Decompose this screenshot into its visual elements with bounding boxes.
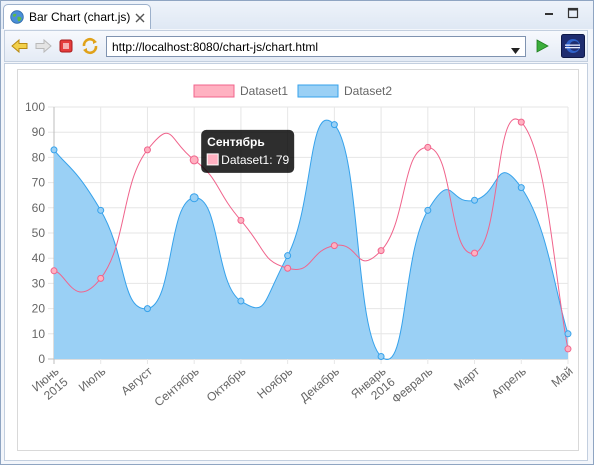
x-tick-label: Июль (76, 364, 108, 394)
y-tick-label: 40 (32, 251, 46, 265)
dataset1-point (424, 143, 432, 151)
dataset1-point (284, 264, 292, 272)
close-icon[interactable] (135, 12, 145, 26)
y-tick-label: 60 (32, 201, 46, 215)
tooltip-value: Dataset1: 79 (221, 153, 289, 167)
dataset2-area (54, 120, 568, 360)
browser-tab[interactable]: Bar Chart (chart.js) (3, 4, 151, 29)
y-tick-label: 90 (32, 125, 46, 139)
dataset2-point (517, 184, 525, 192)
y-tick-label: 70 (32, 176, 46, 190)
x-tick-label-line: Октябрь (204, 364, 249, 405)
y-tick-label: 10 (32, 327, 46, 341)
x-tick-label: Август (118, 364, 155, 398)
dataset2-point (143, 305, 151, 313)
dataset1-line (53, 118, 569, 350)
y-tick-label: 80 (32, 150, 46, 164)
eclipse-browser-icon[interactable] (561, 34, 585, 61)
dataset1-point (97, 274, 105, 282)
url-input[interactable]: http://localhost:8080/chart-js/chart.htm… (106, 36, 526, 57)
dataset1-point (330, 242, 338, 250)
page-content: 0 10 20 30 40 50 60 70 80 90 100 Июнь 2015 Июль Август… (4, 63, 588, 461)
x-tick-label: Март (451, 364, 482, 394)
x-tick-label-line: Март (451, 364, 482, 394)
x-tick-label-line: Август (118, 364, 155, 398)
dataset1-point (189, 155, 199, 165)
chevron-down-icon[interactable] (511, 43, 520, 57)
x-tick-label: Ноябрь (254, 364, 295, 401)
y-tick-label: 50 (32, 226, 46, 240)
legend-item: Dataset2 (297, 84, 392, 98)
forward-arrow-icon[interactable] (34, 38, 52, 57)
dataset2-point (97, 206, 105, 214)
refresh-icon[interactable] (81, 37, 99, 58)
dataset2-point (377, 352, 385, 360)
y-tick-label: 30 (32, 276, 46, 290)
legend-label: Dataset2 (344, 84, 392, 98)
dataset2-point (284, 252, 292, 260)
y-tick-label: 0 (38, 352, 45, 366)
dataset1-point (377, 247, 385, 255)
y-tick-label: 20 (32, 302, 46, 316)
x-tick-label: Декабрь (297, 364, 342, 405)
tooltip-swatch (206, 153, 219, 166)
dataset2-point (330, 121, 338, 129)
dataset2-point (50, 146, 58, 154)
x-tick-label-line: Сентябрь (152, 364, 202, 409)
go-icon[interactable] (535, 39, 549, 56)
tooltip-title: Сентябрь (207, 135, 265, 149)
dataset1-point (143, 146, 151, 154)
maximize-icon[interactable] (567, 7, 579, 22)
globe-icon (10, 10, 24, 27)
dataset1-point (517, 118, 525, 126)
back-arrow-icon[interactable] (11, 38, 29, 57)
dataset1-point (50, 267, 58, 275)
chart-container: 0 10 20 30 40 50 60 70 80 90 100 Июнь 2015 Июль Август… (17, 69, 579, 451)
tab-title: Bar Chart (chart.js) (29, 10, 131, 24)
x-tick-label-line: Май (549, 364, 576, 390)
x-tick-label: Октябрь (204, 364, 249, 405)
url-text: http://localhost:8080/chart-js/chart.htm… (112, 40, 319, 54)
tab-strip: Bar Chart (chart.js) (1, 1, 593, 29)
navigation-bar: http://localhost:8080/chart-js/chart.htm… (4, 30, 588, 62)
legend-swatch (297, 84, 339, 98)
dataset2-point (564, 330, 572, 338)
stop-icon[interactable] (59, 39, 73, 56)
legend-item: Dataset1 (193, 84, 288, 98)
dataset2-point (237, 297, 245, 305)
dataset1-point (471, 249, 479, 257)
dataset2-point (189, 193, 199, 203)
x-tick-label: Сентябрь (152, 364, 202, 409)
tooltip-box (201, 129, 295, 173)
minimize-icon[interactable] (543, 7, 555, 22)
dataset1-point (564, 345, 572, 353)
x-tick-label: Апрель (489, 364, 529, 401)
x-tick-label-line: Декабрь (297, 364, 342, 405)
legend-label: Dataset1 (240, 84, 288, 98)
dataset2-point (471, 196, 479, 204)
x-tick-label: Май (549, 364, 576, 390)
x-tick-label-line: Ноябрь (254, 364, 295, 401)
y-tick-label: 100 (25, 100, 45, 114)
legend-swatch (193, 84, 235, 98)
dataset1-point (237, 216, 245, 224)
x-tick-label-line: Апрель (489, 364, 529, 401)
dataset2-point (424, 206, 432, 214)
x-tick-label-line: Июль (76, 364, 108, 394)
